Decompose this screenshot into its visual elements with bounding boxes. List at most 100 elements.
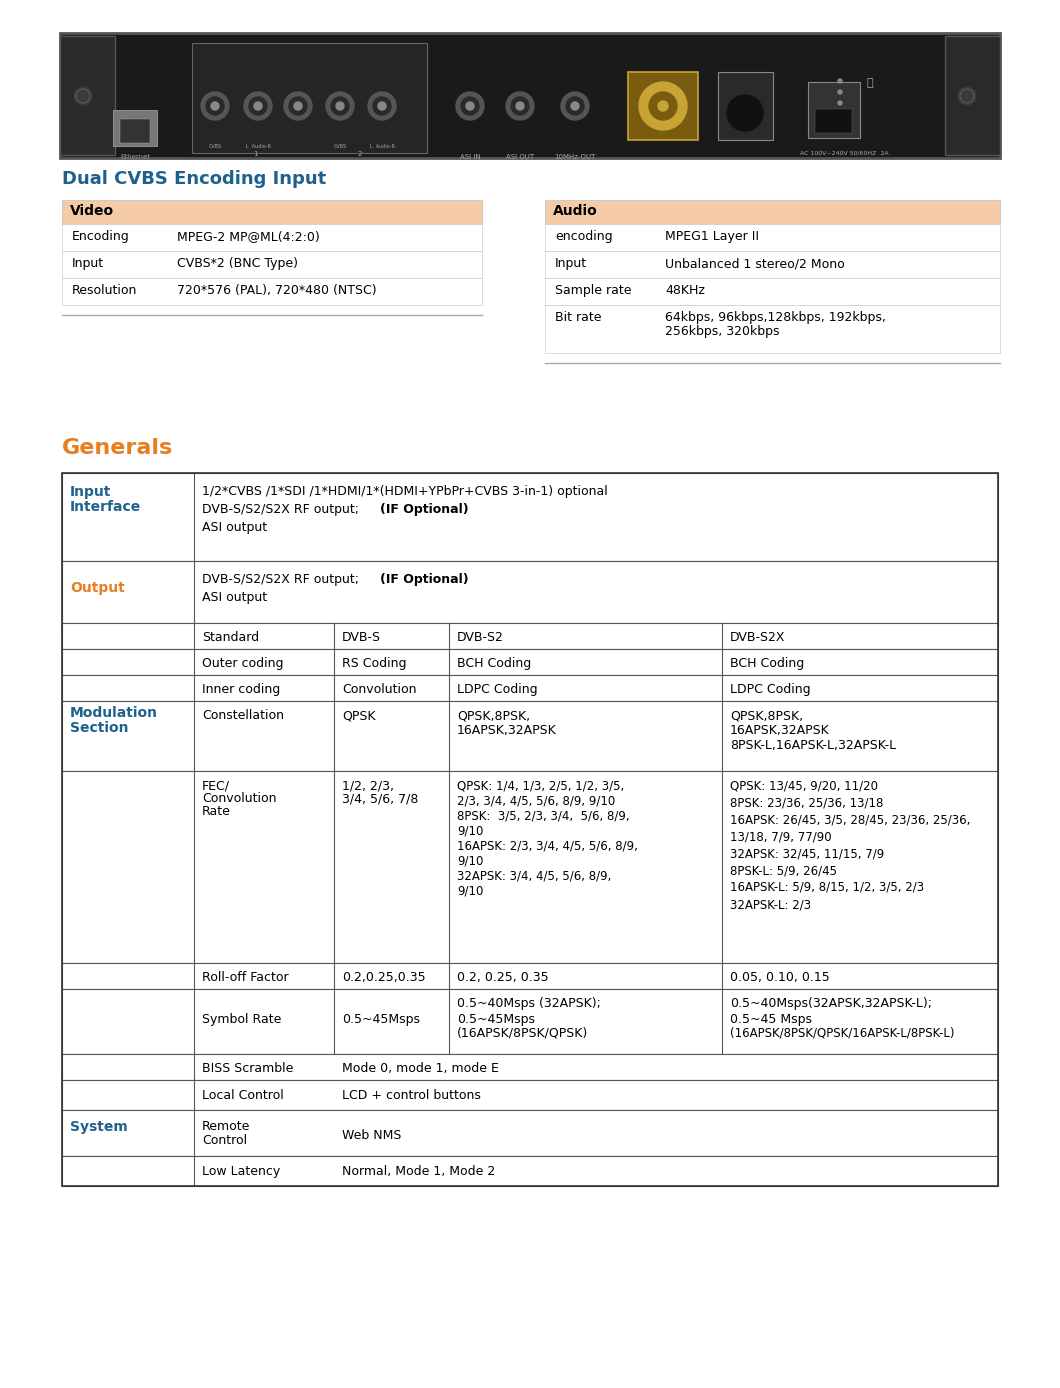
- Text: QPSK: QPSK: [342, 709, 375, 722]
- Bar: [61, 200, 482, 223]
- Text: 0.2,0.25,0.35: 0.2,0.25,0.35: [342, 972, 426, 984]
- Bar: [60, 36, 114, 155]
- Bar: [808, 82, 860, 137]
- Text: BCH Coding: BCH Coding: [457, 657, 531, 670]
- Text: LDPC Coding: LDPC Coding: [730, 683, 811, 695]
- Text: Section: Section: [70, 720, 128, 736]
- Text: Control: Control: [202, 1134, 247, 1146]
- Bar: [120, 119, 151, 143]
- Text: Resolution: Resolution: [72, 285, 138, 297]
- Text: L  Audio-R: L Audio-R: [370, 144, 394, 149]
- Bar: [61, 675, 999, 701]
- Text: 0.2, 0.25, 0.35: 0.2, 0.25, 0.35: [457, 972, 549, 984]
- Text: 32APSK-L: 2/3: 32APSK-L: 2/3: [730, 898, 811, 911]
- Text: Bit rate: Bit rate: [555, 311, 601, 323]
- Text: 8PSK-L,16APSK-L,32APSK-L: 8PSK-L,16APSK-L,32APSK-L: [730, 738, 896, 752]
- Text: 1/2*CVBS /1*SDI /1*HDMI/1*(HDMI+YPbPr+CVBS 3-in-1) optional: 1/2*CVBS /1*SDI /1*HDMI/1*(HDMI+YPbPr+CV…: [202, 484, 607, 498]
- Bar: [61, 251, 482, 278]
- Bar: [545, 278, 1000, 305]
- Text: QPSK,8PSK,: QPSK,8PSK,: [730, 709, 803, 722]
- Bar: [61, 770, 999, 963]
- Text: ASI OUT: ASI OUT: [506, 154, 534, 160]
- Text: Rate: Rate: [202, 805, 231, 818]
- Text: Convolution: Convolution: [202, 793, 277, 805]
- Circle shape: [838, 101, 842, 105]
- Circle shape: [284, 92, 312, 119]
- Circle shape: [326, 92, 354, 119]
- Circle shape: [211, 101, 219, 110]
- Text: QPSK,8PSK,: QPSK,8PSK,: [457, 709, 530, 722]
- Circle shape: [331, 97, 349, 115]
- Text: Outer coding: Outer coding: [202, 657, 283, 670]
- Text: (IF Optional): (IF Optional): [379, 502, 469, 516]
- Text: Modulation: Modulation: [70, 706, 158, 720]
- Text: 8PSK-L: 5/9, 26/45: 8PSK-L: 5/9, 26/45: [730, 863, 837, 877]
- Circle shape: [294, 101, 302, 110]
- Text: LDPC Coding: LDPC Coding: [457, 683, 537, 695]
- Bar: [61, 1053, 999, 1080]
- Text: ASI output: ASI output: [202, 520, 267, 534]
- Bar: [61, 473, 999, 561]
- Bar: [192, 43, 427, 153]
- Bar: [61, 223, 482, 251]
- Bar: [113, 110, 157, 146]
- Text: 2/3, 3/4, 4/5, 5/6, 8/9, 9/10: 2/3, 3/4, 4/5, 5/6, 8/9, 9/10: [457, 794, 615, 806]
- Text: Audio: Audio: [553, 204, 598, 218]
- Text: Input: Input: [70, 484, 111, 500]
- Circle shape: [201, 92, 229, 119]
- Text: Video: Video: [70, 204, 114, 218]
- Text: 8PSK: 23/36, 25/36, 13/18: 8PSK: 23/36, 25/36, 13/18: [730, 795, 883, 809]
- Text: Low Latency: Low Latency: [202, 1165, 280, 1178]
- Text: Sample rate: Sample rate: [555, 285, 632, 297]
- Bar: [61, 990, 999, 1053]
- Text: 0.5~45Msps: 0.5~45Msps: [342, 1013, 420, 1026]
- Text: Inner coding: Inner coding: [202, 683, 280, 695]
- Text: QPSK: 1/4, 1/3, 2/5, 1/2, 3/5,: QPSK: 1/4, 1/3, 2/5, 1/2, 3/5,: [457, 779, 624, 793]
- Text: 9/10: 9/10: [457, 884, 483, 897]
- Circle shape: [838, 90, 842, 94]
- Text: 16APSK,32APSK: 16APSK,32APSK: [457, 725, 556, 737]
- Bar: [61, 1110, 999, 1156]
- Text: CVBS*2 (BNC Type): CVBS*2 (BNC Type): [177, 257, 298, 271]
- Bar: [545, 251, 1000, 278]
- Text: LCD + control buttons: LCD + control buttons: [342, 1090, 481, 1102]
- Text: ASI IN: ASI IN: [460, 154, 480, 160]
- Text: (16APSK/8PSK/QPSK/16APSK-L/8PSK-L): (16APSK/8PSK/QPSK/16APSK-L/8PSK-L): [730, 1027, 954, 1040]
- Text: 720*576 (PAL), 720*480 (NTSC): 720*576 (PAL), 720*480 (NTSC): [177, 285, 376, 297]
- Circle shape: [461, 97, 479, 115]
- Text: O: O: [741, 99, 748, 110]
- Text: 10MHz-OUT: 10MHz-OUT: [554, 154, 596, 160]
- Circle shape: [506, 92, 534, 119]
- Text: 0.05, 0.10, 0.15: 0.05, 0.10, 0.15: [730, 972, 830, 984]
- Circle shape: [561, 92, 589, 119]
- Circle shape: [373, 97, 391, 115]
- Text: 256kbps, 320kbps: 256kbps, 320kbps: [665, 325, 779, 339]
- Text: 2: 2: [358, 151, 363, 157]
- Text: RS Coding: RS Coding: [342, 657, 406, 670]
- Bar: [61, 701, 999, 770]
- Text: Encoding: Encoding: [72, 230, 129, 243]
- Circle shape: [378, 101, 386, 110]
- Circle shape: [571, 101, 579, 110]
- Text: DVB-S: DVB-S: [342, 632, 381, 644]
- Circle shape: [289, 97, 307, 115]
- Circle shape: [249, 97, 267, 115]
- Bar: [815, 110, 852, 133]
- Circle shape: [958, 87, 976, 105]
- Circle shape: [206, 97, 224, 115]
- Text: 48KHz: 48KHz: [665, 285, 705, 297]
- Circle shape: [658, 101, 668, 111]
- Bar: [946, 36, 1000, 155]
- Text: DVB-S2: DVB-S2: [457, 632, 504, 644]
- Text: Local Control: Local Control: [202, 1090, 284, 1102]
- Text: Standard: Standard: [202, 632, 259, 644]
- Text: 16APSK-L: 5/9, 8/15, 1/2, 3/5, 2/3: 16APSK-L: 5/9, 8/15, 1/2, 3/5, 2/3: [730, 881, 924, 894]
- Text: 13/18, 7/9, 77/90: 13/18, 7/9, 77/90: [730, 830, 832, 843]
- Text: Remote: Remote: [202, 1120, 250, 1133]
- Text: MPEG1 Layer II: MPEG1 Layer II: [665, 230, 759, 243]
- Text: Ethernet: Ethernet: [120, 154, 151, 160]
- Bar: [61, 1156, 999, 1185]
- Text: 32APSK: 3/4, 4/5, 5/6, 8/9,: 32APSK: 3/4, 4/5, 5/6, 8/9,: [457, 869, 612, 881]
- Bar: [61, 1080, 999, 1110]
- Bar: [545, 223, 1000, 251]
